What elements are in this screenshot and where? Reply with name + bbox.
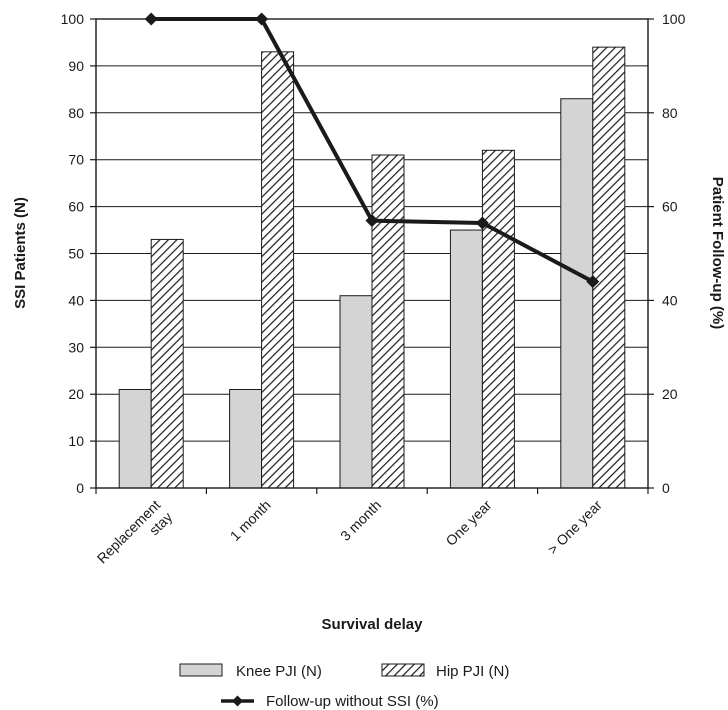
followup-point	[144, 12, 158, 26]
bar-hip	[592, 46, 626, 489]
line-series	[144, 12, 600, 289]
x-tick-label: 1 month	[227, 497, 274, 544]
x-axis-title: Survival delay	[322, 616, 424, 633]
y2-tick-label: 60	[662, 199, 678, 215]
bar-knee	[449, 229, 483, 489]
bar-knee	[560, 98, 594, 489]
legend-label-knee: Knee PJI (N)	[236, 663, 322, 680]
x-tick-label-line: 3 month	[337, 497, 384, 544]
y-axis-ticks: 0 10 20 30 40 50 60 70 80 90 100	[61, 11, 96, 496]
followup-point	[255, 12, 269, 26]
bar-knee	[118, 389, 152, 489]
bar-hip	[481, 149, 515, 489]
x-tick-label: 3 month	[337, 497, 384, 544]
y-axis-title: SSI Patients (N)	[12, 197, 29, 309]
y2-axis-ticks: 0 20 40 60 80 100	[648, 11, 686, 496]
x-tick-label: One year	[442, 497, 494, 549]
x-axis-ticks: Replacementstay 1 month 3 month One year > O…	[94, 488, 649, 579]
y-tick-label: 100	[61, 11, 85, 27]
legend-item-followup: Follow-up without SSI (%)	[221, 693, 439, 710]
legend-item-hip: Hip PJI (N)	[381, 663, 509, 680]
y2-tick-label: 20	[662, 386, 678, 402]
y2-tick-label: 40	[662, 292, 678, 308]
y-tick-label: 10	[68, 433, 84, 449]
bar-knee	[229, 389, 263, 489]
legend-marker-followup	[232, 695, 243, 707]
bar-hip	[371, 154, 405, 489]
legend-label-hip: Hip PJI (N)	[436, 663, 509, 680]
y-tick-label: 30	[68, 339, 84, 355]
y-tick-label: 80	[68, 105, 84, 121]
y-tick-label: 0	[76, 480, 84, 496]
y2-tick-label: 80	[662, 105, 678, 121]
bars	[118, 46, 626, 489]
followup-point	[586, 275, 600, 289]
x-tick-label-line: > One year	[544, 497, 605, 558]
followup-point	[475, 216, 489, 230]
y2-tick-label: 0	[662, 480, 670, 496]
x-tick-label: Replacementstay	[94, 497, 176, 579]
y2-tick-label: 100	[662, 11, 686, 27]
x-tick-label-line: One year	[442, 497, 494, 549]
y-tick-label: 50	[68, 246, 84, 262]
bar-hip	[150, 238, 184, 489]
y-tick-label: 60	[68, 199, 84, 215]
legend-label-followup: Follow-up without SSI (%)	[266, 693, 439, 710]
followup-point	[365, 214, 379, 228]
legend-swatch-knee	[179, 663, 223, 677]
y-tick-label: 70	[68, 152, 84, 168]
y-tick-label: 40	[68, 292, 84, 308]
y2-axis-title: Patient Follow-up (%)	[709, 177, 726, 329]
legend-swatch-hip	[381, 663, 425, 677]
bar-knee	[339, 295, 373, 489]
y-tick-label: 90	[68, 58, 84, 74]
legend-item-knee: Knee PJI (N)	[179, 663, 322, 680]
y-tick-label: 20	[68, 386, 84, 402]
x-tick-label-line: 1 month	[227, 497, 274, 544]
x-tick-label: > One year	[544, 497, 605, 558]
bar-hip	[261, 51, 295, 489]
legend: Knee PJI (N) Hip PJI (N) Follow-up witho…	[179, 663, 509, 710]
